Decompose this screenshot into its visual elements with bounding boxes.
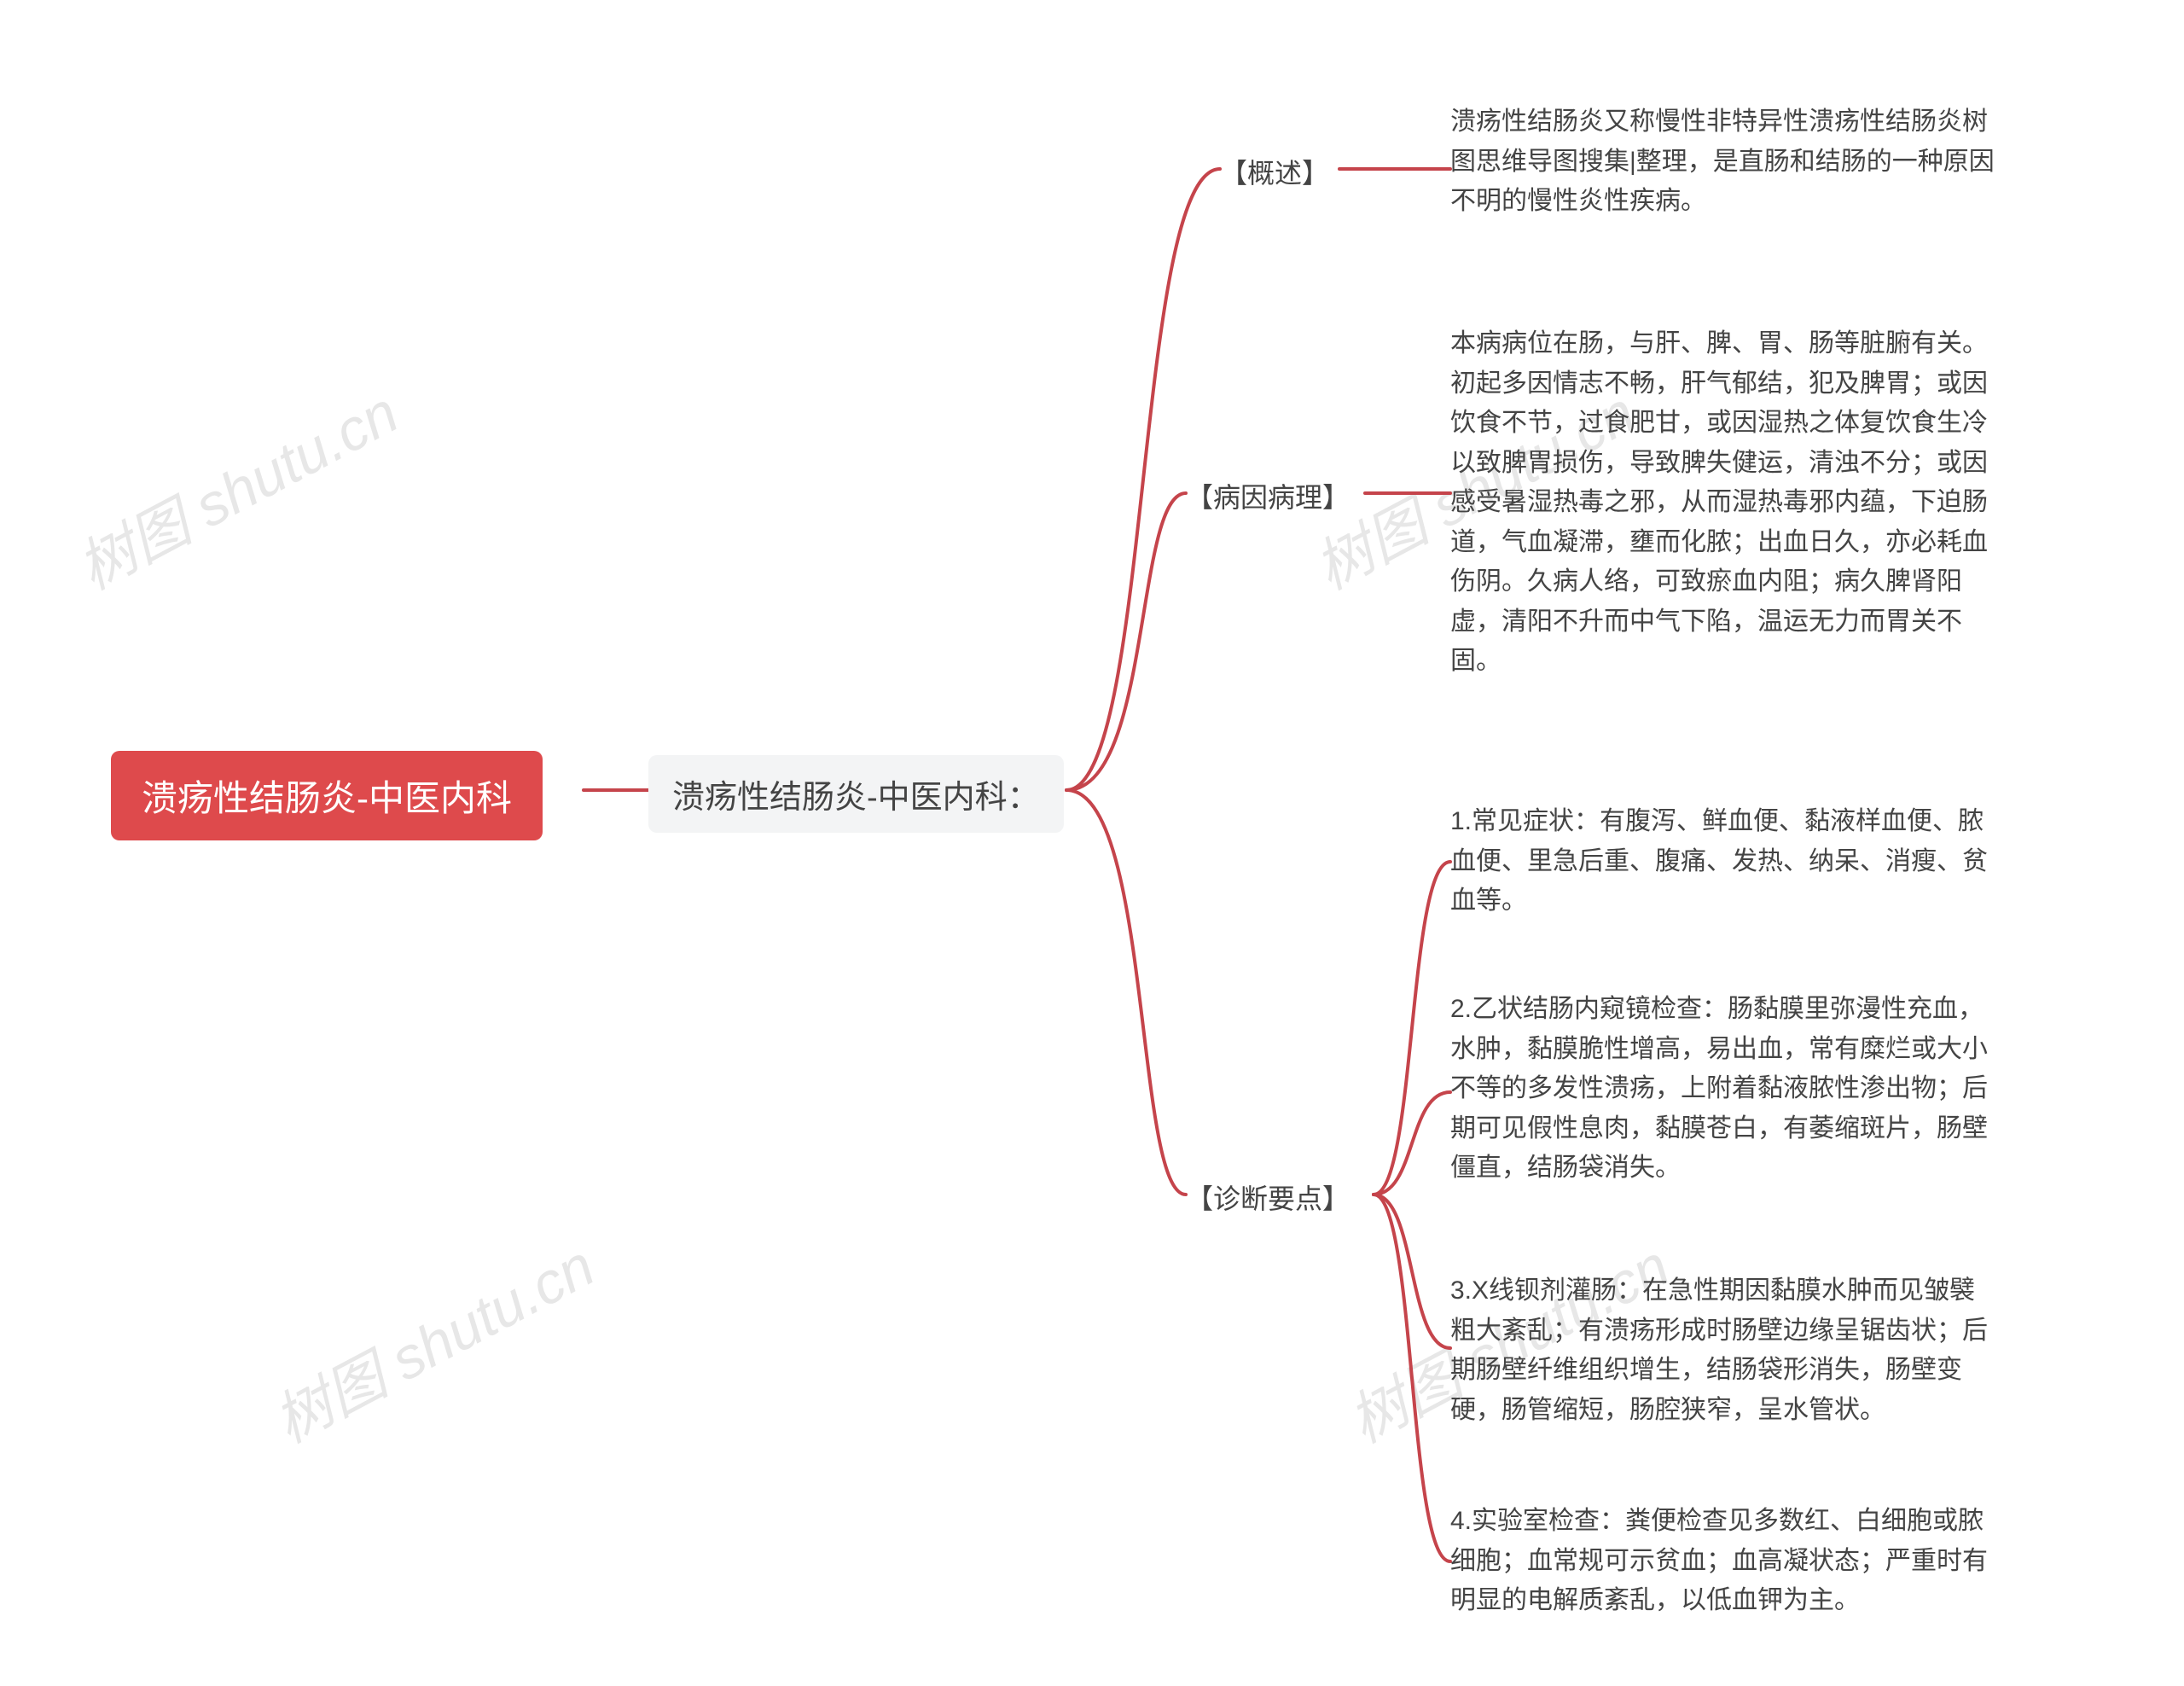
leaf-diagnosis-2[interactable]: 3.X线钡剂灌肠：在急性期因黏膜水肿而见皱襞粗大紊乱；有溃疡形成时肠壁边缘呈锯齿… — [1450, 1271, 1996, 1430]
leaf-text: 1.常见症状：有腹泻、鲜血便、黏液样血便、脓血便、里急后重、腹痛、发热、纳呆、消… — [1450, 802, 1996, 921]
leaf-diagnosis-0[interactable]: 1.常见症状：有腹泻、鲜血便、黏液样血便、脓血便、里急后重、腹痛、发热、纳呆、消… — [1450, 802, 1996, 921]
leaf-diagnosis-1[interactable]: 2.乙状结肠内窥镜检查：肠黏膜里弥漫性充血，水肿，黏膜脆性增高，易出血，常有糜烂… — [1450, 990, 1996, 1189]
leaf-text: 溃疡性结肠炎又称慢性非特异性溃疡性结肠炎树图思维导图搜集|整理，是直肠和结肠的一… — [1450, 102, 1996, 222]
category-label: 【诊断要点】 — [1186, 1177, 1350, 1217]
leaf-text: 3.X线钡剂灌肠：在急性期因黏膜水肿而见皱襞粗大紊乱；有溃疡形成时肠壁边缘呈锯齿… — [1450, 1271, 1996, 1430]
root-label: 溃疡性结肠炎-中医内科 — [142, 770, 512, 822]
leaf-etiology-0[interactable]: 本病病位在肠，与肝、脾、胃、肠等脏腑有关。初起多因情志不畅，肝气郁结，犯及脾胃；… — [1450, 324, 1996, 682]
watermark: 树图 shutu.cn — [257, 1219, 607, 1459]
category-overview[interactable]: 【概述】 — [1220, 152, 1329, 191]
leaf-text: 本病病位在肠，与肝、脾、胃、肠等脏腑有关。初起多因情志不畅，肝气郁结，犯及脾胃；… — [1450, 324, 1996, 682]
category-label: 【概述】 — [1220, 152, 1329, 191]
leaf-text: 4.实验室检查：粪便检查见多数红、白细胞或脓细胞；血常规可示贫血；血高凝状态；严… — [1450, 1502, 1996, 1621]
category-label: 【病因病理】 — [1186, 476, 1350, 515]
leaf-text: 2.乙状结肠内窥镜检查：肠黏膜里弥漫性充血，水肿，黏膜脆性增高，易出血，常有糜烂… — [1450, 990, 1996, 1189]
sub-node[interactable]: 溃疡性结肠炎-中医内科： — [648, 755, 1064, 833]
root-node[interactable]: 溃疡性结肠炎-中医内科 — [111, 751, 543, 840]
watermark: 树图 shutu.cn — [61, 366, 410, 606]
category-etiology[interactable]: 【病因病理】 — [1186, 476, 1350, 515]
leaf-diagnosis-3[interactable]: 4.实验室检查：粪便检查见多数红、白细胞或脓细胞；血常规可示贫血；血高凝状态；严… — [1450, 1502, 1996, 1621]
category-diagnosis[interactable]: 【诊断要点】 — [1186, 1177, 1350, 1217]
mindmap-canvas: 树图 shutu.cn 树图 shutu.cn 树图 shutu.cn 树图 s… — [0, 0, 2184, 1686]
sub-label: 溃疡性结肠炎-中医内科： — [672, 770, 1040, 817]
leaf-overview-0[interactable]: 溃疡性结肠炎又称慢性非特异性溃疡性结肠炎树图思维导图搜集|整理，是直肠和结肠的一… — [1450, 102, 1996, 222]
